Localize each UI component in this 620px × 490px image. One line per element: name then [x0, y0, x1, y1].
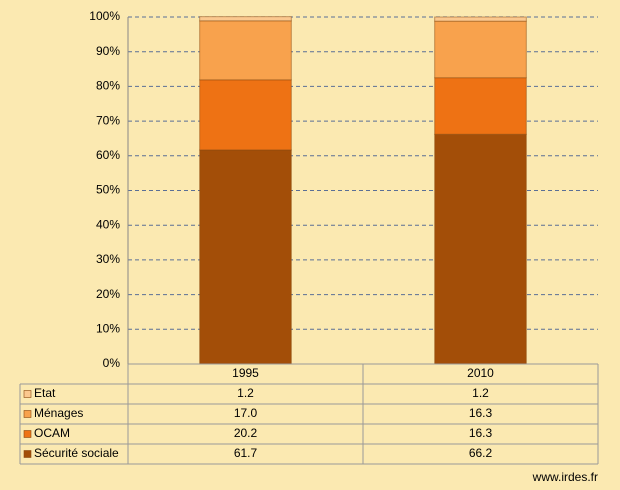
legend-swatch: [23, 450, 32, 458]
bar-segment: [199, 79, 292, 151]
y-tick-label: 20%: [96, 287, 120, 301]
y-tick-label: 40%: [96, 217, 120, 231]
bar-segment: [434, 133, 527, 365]
y-tick-label: 80%: [96, 79, 120, 93]
data-label: 16.3: [469, 406, 493, 420]
y-tick-label: 50%: [96, 183, 120, 197]
bar-segment: [199, 20, 292, 81]
y-tick-label: 60%: [96, 148, 120, 162]
data-label: 1.2: [237, 386, 254, 400]
bar-segment: [434, 16, 527, 22]
y-tick-label: 70%: [96, 113, 120, 127]
y-tick-label: 90%: [96, 44, 120, 58]
data-label: 17.0: [234, 406, 258, 420]
bar-segment: [434, 20, 527, 79]
bar-segment: [199, 16, 292, 22]
legend-label: Ménages: [34, 406, 83, 420]
legend-swatch: [23, 390, 32, 398]
y-tick-label: 0%: [103, 356, 121, 370]
source: www.irdes.fr: [532, 470, 598, 484]
legend-label: Etat: [34, 386, 56, 400]
legend-label: Sécurité sociale: [34, 446, 119, 460]
data-label: 20.2: [234, 426, 258, 440]
data-label: 1.2: [472, 386, 489, 400]
legend-label: OCAM: [34, 426, 70, 440]
legend-swatch: [23, 430, 32, 438]
data-label: 16.3: [469, 426, 493, 440]
x-tick-label: 1995: [232, 366, 259, 380]
y-tick-label: 30%: [96, 252, 120, 266]
bar-segment: [199, 149, 292, 365]
bar-segment: [434, 77, 527, 135]
data-label: 66.2: [469, 446, 493, 460]
data-label: 61.7: [234, 446, 258, 460]
legend-swatch: [23, 410, 32, 418]
y-tick-label: 10%: [96, 321, 120, 335]
y-tick-label: 100%: [89, 9, 120, 23]
x-tick-label: 2010: [467, 366, 494, 380]
